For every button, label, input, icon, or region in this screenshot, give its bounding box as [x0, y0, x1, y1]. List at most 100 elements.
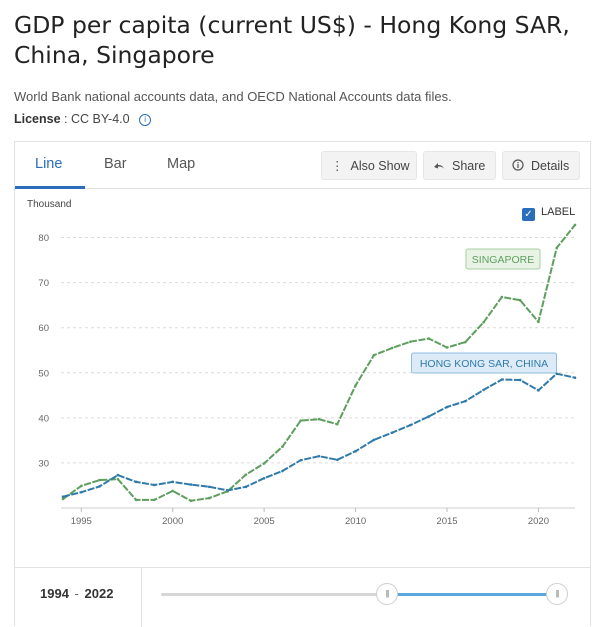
- data-point-singapore-2004: [244, 473, 248, 476]
- data-point-hong-kong-sar-china-2008: [317, 454, 321, 458]
- data-point-hong-kong-sar-china-2013: [409, 423, 412, 427]
- details-button[interactable]: Details: [502, 151, 580, 180]
- data-point-singapore-2006: [281, 445, 284, 448]
- data-point-singapore-2007: [299, 419, 303, 422]
- share-label: Share: [452, 159, 486, 173]
- y-tick-label-50: 50: [38, 368, 49, 379]
- data-point-hong-kong-sar-china-2009: [335, 458, 339, 462]
- data-point-hong-kong-sar-china-1998: [134, 480, 138, 484]
- data-point-singapore-2021: [555, 246, 559, 250]
- label-toggle[interactable]: ✓ LABEL: [522, 206, 575, 221]
- chart-tabs: Line Bar Map ⋮ Also Show Share Details: [15, 142, 590, 189]
- data-point-hong-kong-sar-china-1994: [61, 495, 65, 499]
- data-point-singapore-2012: [390, 346, 394, 350]
- data-point-singapore-2016: [463, 340, 467, 344]
- data-point-hong-kong-sar-china-2017: [482, 388, 485, 392]
- share-button[interactable]: Share: [423, 151, 496, 180]
- chart-panel: Line Bar Map ⋮ Also Show Share Details Th…: [14, 141, 591, 627]
- data-point-hong-kong-sar-china-2020: [537, 389, 540, 392]
- data-point-hong-kong-sar-china-2022: [573, 376, 577, 380]
- y-tick-label-80: 80: [38, 233, 49, 244]
- also-show-button[interactable]: ⋮ Also Show: [321, 151, 417, 180]
- checkbox-checked-icon[interactable]: ✓: [522, 208, 535, 221]
- data-point-hong-kong-sar-china-2016: [463, 399, 467, 403]
- data-point-singapore-2019: [518, 298, 522, 302]
- data-point-singapore-1996: [98, 478, 101, 482]
- also-show-label: Also Show: [350, 159, 410, 173]
- data-point-singapore-2020: [537, 320, 540, 324]
- chart-area: Thousand ✓ LABEL 30 40 50 60 70 80 1995 2000 2005…: [15, 189, 590, 559]
- x-tick-label-2000: 2000: [162, 516, 183, 527]
- data-point-singapore-1997: [116, 477, 120, 481]
- x-tick-label-2020: 2020: [528, 516, 549, 527]
- tab-line[interactable]: Line: [35, 156, 63, 172]
- data-point-hong-kong-sar-china-2018: [500, 378, 504, 381]
- range-start: 1994: [40, 586, 69, 601]
- data-point-hong-kong-sar-china-1995: [79, 490, 83, 494]
- more-vertical-icon: ⋮: [331, 159, 344, 173]
- data-point-hong-kong-sar-china-2007: [299, 458, 303, 462]
- license-value: : CC BY-4.0: [64, 112, 130, 126]
- data-point-hong-kong-sar-china-2004: [244, 485, 248, 489]
- data-point-hong-kong-sar-china-2001: [189, 483, 193, 486]
- tab-map[interactable]: Map: [167, 156, 196, 172]
- line-chart: 30 40 50 60 70 80 1995 2000 2005 2010 2015 2020 SING…: [38, 223, 577, 527]
- slider-track[interactable]: ||| |||: [161, 583, 568, 605]
- range-display: 1994 - 2022: [15, 568, 142, 627]
- data-point-singapore-1995: [79, 484, 83, 488]
- data-point-singapore-2017: [482, 320, 485, 324]
- data-point-singapore-2001: [189, 499, 193, 503]
- data-point-singapore-2022: [573, 223, 577, 227]
- data-point-singapore-2010: [354, 384, 357, 387]
- x-tick-label-2005: 2005: [254, 516, 275, 527]
- series-label-box-singapore: [465, 248, 541, 270]
- year-range-slider: 1994 - 2022 ||| |||: [15, 567, 590, 627]
- data-point-singapore-2005: [262, 462, 266, 465]
- info-circle-icon: [512, 152, 524, 181]
- series-label-singapore: SINGAPORE: [472, 254, 534, 266]
- data-point-hong-kong-sar-china-1997: [116, 473, 120, 477]
- data-point-singapore-2013: [409, 340, 412, 343]
- data-point-hong-kong-sar-china-2002: [207, 485, 211, 489]
- active-tab-indicator: [15, 186, 85, 189]
- data-point-hong-kong-sar-china-2003: [226, 489, 229, 492]
- license-label: License: [14, 112, 61, 126]
- license-line: License : CC BY-4.0 i: [14, 112, 152, 126]
- series-label-hong-kong-sar-china: HONG KONG SAR, CHINA: [420, 358, 548, 370]
- data-point-singapore-2014: [427, 337, 431, 340]
- x-tick-label-1995: 1995: [71, 516, 92, 527]
- y-tick-label-40: 40: [38, 413, 49, 424]
- data-point-hong-kong-sar-china-2010: [354, 449, 357, 453]
- slider-selected-range: [387, 593, 557, 596]
- data-point-hong-kong-sar-china-2000: [171, 480, 175, 484]
- label-toggle-text: LABEL: [541, 206, 576, 218]
- slider-handle-end[interactable]: |||: [546, 583, 568, 605]
- data-point-singapore-2000: [171, 489, 175, 493]
- data-point-singapore-2015: [445, 346, 449, 349]
- data-point-hong-kong-sar-china-2006: [281, 469, 284, 473]
- slider-handle-start[interactable]: |||: [376, 583, 398, 605]
- data-point-hong-kong-sar-china-2011: [372, 438, 376, 442]
- data-point-singapore-1999: [153, 498, 156, 502]
- y-tick-label-70: 70: [38, 278, 49, 289]
- data-point-hong-kong-sar-china-2014: [427, 415, 431, 418]
- series-label-box-hong-kong-sar-china: [411, 352, 557, 374]
- data-point-singapore-2018: [500, 295, 504, 299]
- range-separator: -: [74, 586, 79, 601]
- range-end: 2022: [84, 586, 114, 601]
- data-point-hong-kong-sar-china-2015: [445, 405, 449, 409]
- data-point-singapore-2009: [335, 422, 339, 426]
- y-tick-label-60: 60: [38, 323, 49, 334]
- data-point-hong-kong-sar-china-2019: [518, 378, 522, 382]
- share-icon: [433, 152, 445, 181]
- data-point-singapore-2008: [317, 417, 321, 421]
- data-point-singapore-1994: [61, 497, 65, 501]
- x-tick-label-2010: 2010: [345, 516, 366, 527]
- data-point-hong-kong-sar-china-2005: [262, 476, 266, 480]
- y-axis-unit: Thousand: [27, 199, 72, 210]
- tab-bar[interactable]: Bar: [104, 156, 127, 172]
- data-point-hong-kong-sar-china-2012: [390, 431, 394, 435]
- info-icon[interactable]: i: [139, 114, 152, 126]
- data-point-hong-kong-sar-china-1999: [153, 483, 156, 487]
- data-point-singapore-2002: [207, 496, 211, 500]
